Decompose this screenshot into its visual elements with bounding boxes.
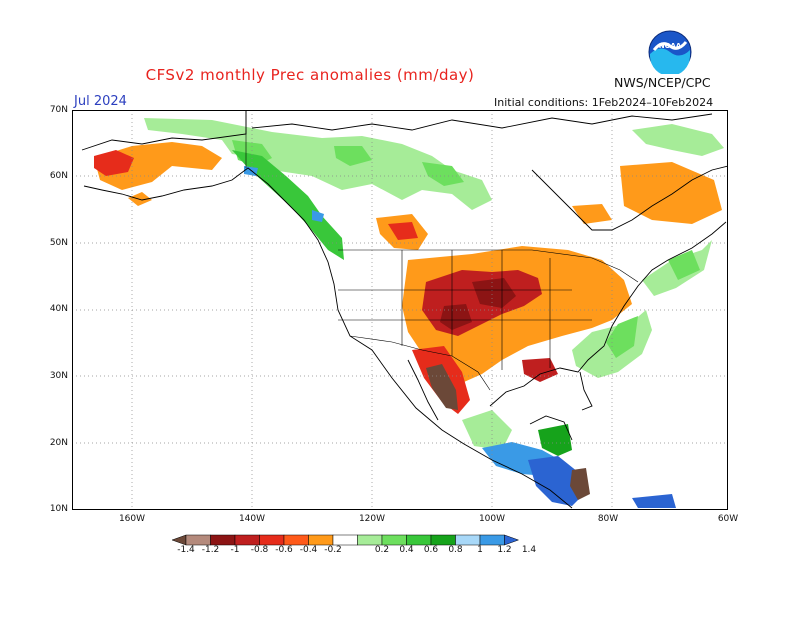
region-canada-wet-patches [334,146,372,166]
x-label-140w: 140W [238,514,266,524]
colorbar-tick-label: 1.2 [497,545,512,555]
colorbar-tick-label: -0.2 [324,545,342,555]
colorbar-arrow-low [172,534,187,546]
precip-anomaly-map [72,110,728,510]
region-pacific-nw-dry [388,222,418,240]
region-canada-north-wet [144,118,492,210]
agency-label: NWS/NCEP/CPC [614,75,711,90]
colorbar-tick-label: -0.4 [299,545,318,555]
region-southwest-dry-core [440,304,472,330]
x-label-60w: 60W [717,514,739,524]
region-mexico-south-wet [462,410,512,450]
colorbar-arrow-high [504,534,520,546]
colorbar-cell [259,534,285,546]
x-label-160w: 160W [118,514,146,524]
noaa-logo-icon: NOAA [648,30,692,74]
colorbar-cell [381,534,407,546]
colorbar-tick-label: -1.4 [177,545,195,555]
x-label-120w: 120W [358,514,386,524]
y-label-30n: 30N [49,371,68,381]
colorbar-tick-label: 0.4 [399,545,414,555]
region-canada-wet-patches [422,162,464,186]
colorbar-cell [308,534,334,546]
x-label-80w: 80W [597,514,619,524]
y-label-70n: 70N [49,105,68,115]
colorbar-tick-label: 1.4 [521,545,537,555]
y-label-60n: 60N [49,171,68,181]
forecast-month: Jul 2024 [74,94,127,109]
colorbar-cell [455,534,481,546]
colorbar-tick-label: -1 [230,545,240,555]
colorbar-tick-label: 1 [477,545,483,555]
colorbar-cell [479,534,505,546]
y-label-50n: 50N [49,238,68,248]
region-quebec-dry [572,204,612,224]
region-canada-north-wet [632,124,724,156]
colorbar-tick-label: 0.8 [448,545,463,555]
region-honduras-dry [570,468,590,500]
colorbar-cell [406,534,432,546]
colorbar-cell [185,534,211,546]
y-label-40n: 40N [49,304,68,314]
x-label-100w: 100W [478,514,506,524]
colorbar-tick-label: -0.6 [275,545,293,555]
colorbar-tick-label: 0.2 [374,545,390,555]
y-label-20n: 20N [49,438,68,448]
colorbar-cell [210,534,236,546]
region-central-america-wet [632,494,676,508]
colorbar-cell [332,534,358,546]
colorbar-tick-label: -0.8 [250,545,269,555]
political-borders [245,110,639,391]
colorbar-cell [283,534,309,546]
colorbar-tick-label: -1.2 [201,545,220,555]
region-central-america-wet [528,456,586,506]
colorbar-tick-label: 0.6 [423,545,439,555]
region-quebec-dry [620,162,722,224]
lat-lon-grid [72,110,728,510]
y-label-10n: 10N [49,504,68,514]
anomaly-fills [94,118,724,508]
region-alaska-dry-core [94,150,134,176]
colorbar-cell [234,534,260,546]
initial-conditions: Initial conditions: 1Feb2024–10Feb2024 [494,96,714,109]
colorbar [172,534,520,546]
region-bc-wet-blue [312,210,324,222]
svg-text:NOAA: NOAA [659,42,682,50]
region-alaska-dry [94,142,222,190]
colorbar-cell [357,534,383,546]
region-maritimes-wet [668,250,700,280]
colorbar-cell [430,534,456,546]
region-southwest-dry-core [472,278,516,308]
coastlines [81,110,728,509]
region-louisiana-dry [522,358,558,382]
region-mexico-west-coast-dry [426,364,458,410]
region-yucatan-green [538,424,572,456]
region-southeast-wet [606,316,638,358]
map-title: CFSv2 monthly Prec anomalies (mm/day) [145,66,475,84]
